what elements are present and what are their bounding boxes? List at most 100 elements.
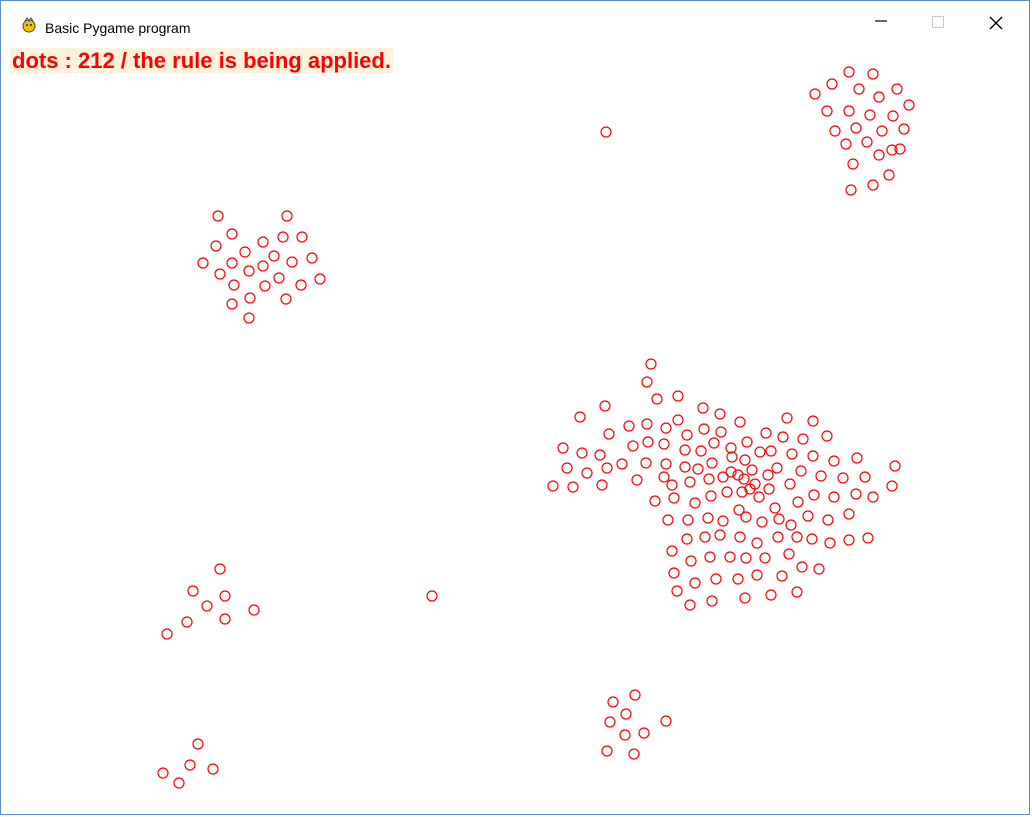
- dot: [649, 495, 661, 507]
- maximize-button[interactable]: [915, 7, 961, 39]
- dot: [772, 531, 784, 543]
- dot: [815, 470, 827, 482]
- dot: [184, 759, 196, 771]
- dot: [668, 492, 680, 504]
- dot: [889, 460, 901, 472]
- dot: [259, 280, 271, 292]
- dot: [603, 428, 615, 440]
- dot: [762, 469, 774, 481]
- dot: [739, 454, 751, 466]
- dot: [781, 412, 793, 424]
- dot: [226, 228, 238, 240]
- dot: [277, 231, 289, 243]
- dot: [717, 471, 729, 483]
- dot: [181, 616, 193, 628]
- dot: [173, 777, 185, 789]
- dot: [736, 486, 748, 498]
- dot: [740, 511, 752, 523]
- maximize-icon: [931, 15, 945, 32]
- dot: [706, 457, 718, 469]
- minimize-icon: [874, 14, 888, 32]
- dot: [666, 545, 678, 557]
- dot: [623, 420, 635, 432]
- status-text: dots : 212 / the rule is being applied.: [10, 48, 393, 73]
- dot: [777, 431, 789, 443]
- dot: [557, 442, 569, 454]
- dot: [796, 561, 808, 573]
- dot: [207, 763, 219, 775]
- dot: [697, 402, 709, 414]
- dot: [704, 551, 716, 563]
- title-bar[interactable]: Basic Pygame program: [1, 1, 1029, 39]
- dot: [741, 436, 753, 448]
- dot: [574, 411, 586, 423]
- dot: [706, 595, 718, 607]
- dot: [619, 729, 631, 741]
- dot: [887, 110, 899, 122]
- dot: [601, 745, 613, 757]
- dot: [732, 573, 744, 585]
- dot: [243, 265, 255, 277]
- dot: [726, 451, 738, 463]
- dot: [708, 437, 720, 449]
- dot: [739, 592, 751, 604]
- dots-layer: [157, 66, 915, 789]
- dot: [738, 473, 750, 485]
- minimize-button[interactable]: [858, 7, 904, 39]
- dot: [244, 292, 256, 304]
- dot: [802, 510, 814, 522]
- dot: [631, 474, 643, 486]
- dot: [891, 83, 903, 95]
- dot: [702, 512, 714, 524]
- dot: [822, 514, 834, 526]
- dot: [829, 125, 841, 137]
- dot: [273, 272, 285, 284]
- dot: [620, 708, 632, 720]
- dot: [807, 415, 819, 427]
- dot: [658, 438, 670, 450]
- dot: [751, 537, 763, 549]
- dot: [850, 122, 862, 134]
- dot: [197, 257, 209, 269]
- dot: [426, 590, 438, 602]
- game-canvas[interactable]: dots : 212 / the rule is being applied.: [10, 39, 1026, 810]
- dot: [771, 462, 783, 474]
- dot: [873, 91, 885, 103]
- dot: [599, 400, 611, 412]
- dot: [784, 478, 796, 490]
- dot: [214, 563, 226, 575]
- dot: [314, 273, 326, 285]
- dot: [828, 491, 840, 503]
- dot: [826, 78, 838, 90]
- dot: [769, 502, 781, 514]
- dot: [903, 99, 915, 111]
- dot: [705, 490, 717, 502]
- dot: [753, 491, 765, 503]
- dot: [672, 414, 684, 426]
- dot: [746, 464, 758, 476]
- dot: [740, 552, 752, 564]
- dot: [651, 393, 663, 405]
- dot: [629, 689, 641, 701]
- dot: [859, 471, 871, 483]
- dot: [689, 497, 701, 509]
- dot: [698, 423, 710, 435]
- dot: [666, 479, 678, 491]
- dot: [734, 531, 746, 543]
- close-button[interactable]: [973, 7, 1019, 39]
- dot: [187, 585, 199, 597]
- dot: [268, 250, 280, 262]
- dot: [725, 466, 737, 478]
- dot: [840, 138, 852, 150]
- dot: [763, 483, 775, 495]
- dot: [717, 515, 729, 527]
- dot: [791, 531, 803, 543]
- dot: [732, 469, 744, 481]
- dot: [851, 452, 863, 464]
- dot: [807, 450, 819, 462]
- dot: [824, 537, 836, 549]
- dot: [201, 600, 213, 612]
- dot: [873, 149, 885, 161]
- dot: [776, 570, 788, 582]
- dot: [714, 408, 726, 420]
